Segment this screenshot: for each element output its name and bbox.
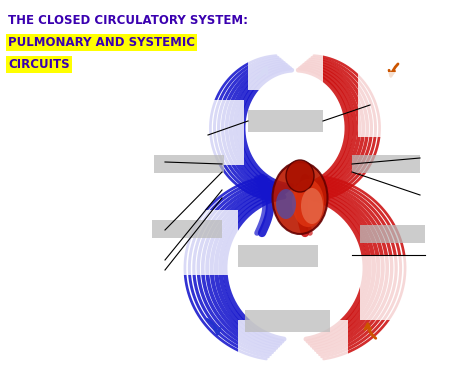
Bar: [152, 220, 222, 238]
Bar: [358, 72, 453, 137]
Ellipse shape: [301, 188, 323, 224]
Ellipse shape: [273, 162, 328, 234]
Bar: [248, 110, 323, 132]
Text: THE CLOSED CIRCULATORY SYSTEM:: THE CLOSED CIRCULATORY SYSTEM:: [8, 14, 248, 27]
Ellipse shape: [276, 189, 296, 219]
Bar: [152, 100, 244, 165]
Bar: [360, 255, 448, 320]
Bar: [360, 225, 425, 243]
Bar: [352, 155, 420, 173]
Ellipse shape: [286, 160, 314, 192]
Text: CIRCUITS: CIRCUITS: [8, 58, 70, 71]
Bar: [245, 310, 330, 332]
Ellipse shape: [292, 179, 324, 227]
Bar: [238, 320, 348, 365]
Bar: [154, 155, 224, 173]
Text: PULMONARY AND SYSTEMIC: PULMONARY AND SYSTEMIC: [8, 36, 195, 49]
Bar: [148, 210, 238, 275]
Bar: [248, 52, 323, 90]
Bar: [238, 245, 318, 267]
